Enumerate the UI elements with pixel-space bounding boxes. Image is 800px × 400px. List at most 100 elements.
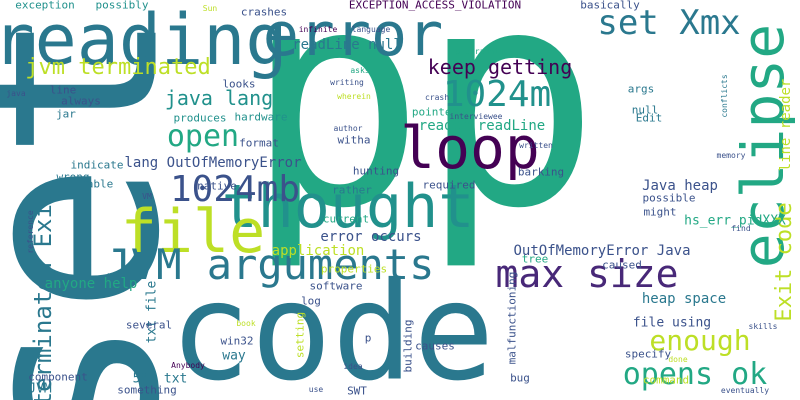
cloud-word: txt file: [144, 280, 160, 344]
cloud-word: building: [401, 319, 415, 373]
cloud-word: barking: [517, 165, 565, 179]
cloud-word: memory: [716, 151, 746, 160]
cloud-word: null: [631, 103, 659, 117]
cloud-word: max size: [495, 252, 679, 296]
cloud-word: specify: [624, 347, 672, 361]
cloud-word: caused: [602, 258, 642, 272]
cloud-word: conflicts: [720, 74, 729, 118]
cloud-word: command: [642, 373, 690, 387]
cloud-word: causes: [415, 339, 455, 353]
cloud-word: find: [731, 224, 751, 233]
cloud-word: use: [308, 385, 324, 394]
cloud-word: produces: [173, 111, 227, 125]
cloud-word: Edit: [635, 111, 663, 125]
cloud-word: enough: [649, 324, 751, 357]
cloud-word: code: [169, 253, 495, 400]
cloud-word: crash: [424, 93, 450, 102]
cloud-word: java: [6, 89, 26, 98]
cloud-word: required: [422, 178, 476, 192]
cloud-word: file using: [632, 315, 712, 331]
cloud-word: possibly: [95, 0, 149, 12]
cloud-word: thought: [221, 172, 475, 242]
cloud-word: jar: [56, 107, 76, 121]
cloud-word: bug: [510, 371, 530, 385]
cloud-word: writing: [330, 78, 364, 87]
cloud-word: component: [28, 370, 88, 384]
cloud-word: reading: [0, 0, 288, 81]
cloud-word: software: [309, 279, 363, 293]
cloud-word: format: [239, 136, 279, 150]
cloud-word: open: [166, 119, 240, 154]
cloud-word: written: [519, 141, 553, 150]
cloud-word: loop: [400, 114, 540, 182]
cloud-word: error occurs: [320, 229, 422, 245]
cloud-word: application: [271, 243, 365, 259]
cloud-word: opens ok: [622, 357, 768, 392]
cloud-word: properties: [320, 262, 388, 276]
cloud-word: native: [197, 179, 237, 193]
cloud-word: current: [322, 212, 370, 226]
cloud-word: SWT: [347, 384, 367, 398]
cloud-word: heap space: [641, 291, 727, 307]
cloud-word: reference: [26, 210, 35, 254]
cloud-word: wrong: [56, 170, 90, 184]
cloud-word: idea: [343, 362, 363, 371]
cloud-word: p: [419, 0, 601, 274]
cloud-word: book: [236, 319, 256, 328]
cloud-word: win32: [220, 334, 254, 348]
cloud-word: OutOfMemoryError Java: [513, 243, 691, 259]
cloud-word: basically: [580, 0, 640, 12]
cloud-word: witha: [337, 133, 371, 147]
cloud-word: file: [120, 197, 266, 267]
cloud-word: setting: [293, 311, 307, 359]
cloud-word: done: [668, 355, 688, 364]
cloud-word: line: [49, 83, 77, 97]
cloud-word: something: [117, 383, 177, 397]
cloud-word: error: [262, 0, 444, 70]
cloud-word: EXCEPTION_ACCESS_VIOLATION: [348, 0, 522, 12]
cloud-word: indicate: [70, 158, 124, 172]
cloud-word: JVM: [28, 381, 52, 397]
cloud-word: skills: [748, 322, 778, 331]
cloud-word: rather: [332, 183, 372, 197]
cloud-word: JVM arguments: [105, 240, 435, 289]
cloud-word: 1024m: [442, 74, 552, 115]
cloud-word: pointer: [411, 105, 459, 119]
cloud-word: looks: [222, 77, 256, 91]
cloud-word: p: [244, 0, 426, 274]
cloud-word: crashes: [240, 5, 288, 19]
cloud-word: line reader: [778, 78, 794, 172]
cloud-word: keep getting: [427, 55, 573, 79]
cloud-word: VM: [142, 192, 152, 201]
cloud-word: programming: [455, 47, 509, 56]
cloud-word: Java heap: [642, 178, 718, 194]
cloud-word: lang OutOfMemoryError: [124, 155, 302, 171]
cloud-word: way: [222, 348, 246, 364]
cloud-word: args: [627, 82, 655, 96]
cloud-word: always: [61, 94, 101, 108]
cloud-word: language: [351, 25, 391, 34]
cloud-word: several: [125, 318, 173, 332]
cloud-word: asks: [350, 66, 370, 75]
cloud-word: tree: [521, 252, 549, 266]
cloud-word: 5Mb txt: [132, 371, 188, 387]
cloud-word: eventually: [720, 386, 770, 395]
cloud-word: interviewee: [449, 112, 503, 121]
cloud-word: hardware: [234, 110, 288, 124]
cloud-word: author: [333, 124, 363, 133]
cloud-word: possible: [642, 191, 696, 205]
cloud-word: Sun: [202, 4, 218, 13]
cloud-word: java lang: [164, 86, 274, 110]
cloud-word: malfunctioning: [505, 271, 519, 365]
cloud-word: wherein: [337, 92, 371, 101]
cloud-word: hunting: [352, 164, 400, 178]
cloud-word: able: [86, 177, 114, 191]
cloud-word: hs_err_pidXXX: [684, 213, 786, 229]
cloud-word: p: [364, 331, 372, 345]
cloud-word: readLine null: [292, 37, 402, 53]
cloud-word: log: [301, 294, 321, 308]
cloud-word: set Xmx: [597, 3, 741, 43]
cloud-word: might: [643, 205, 677, 219]
cloud-word: 1024mb: [169, 169, 301, 210]
